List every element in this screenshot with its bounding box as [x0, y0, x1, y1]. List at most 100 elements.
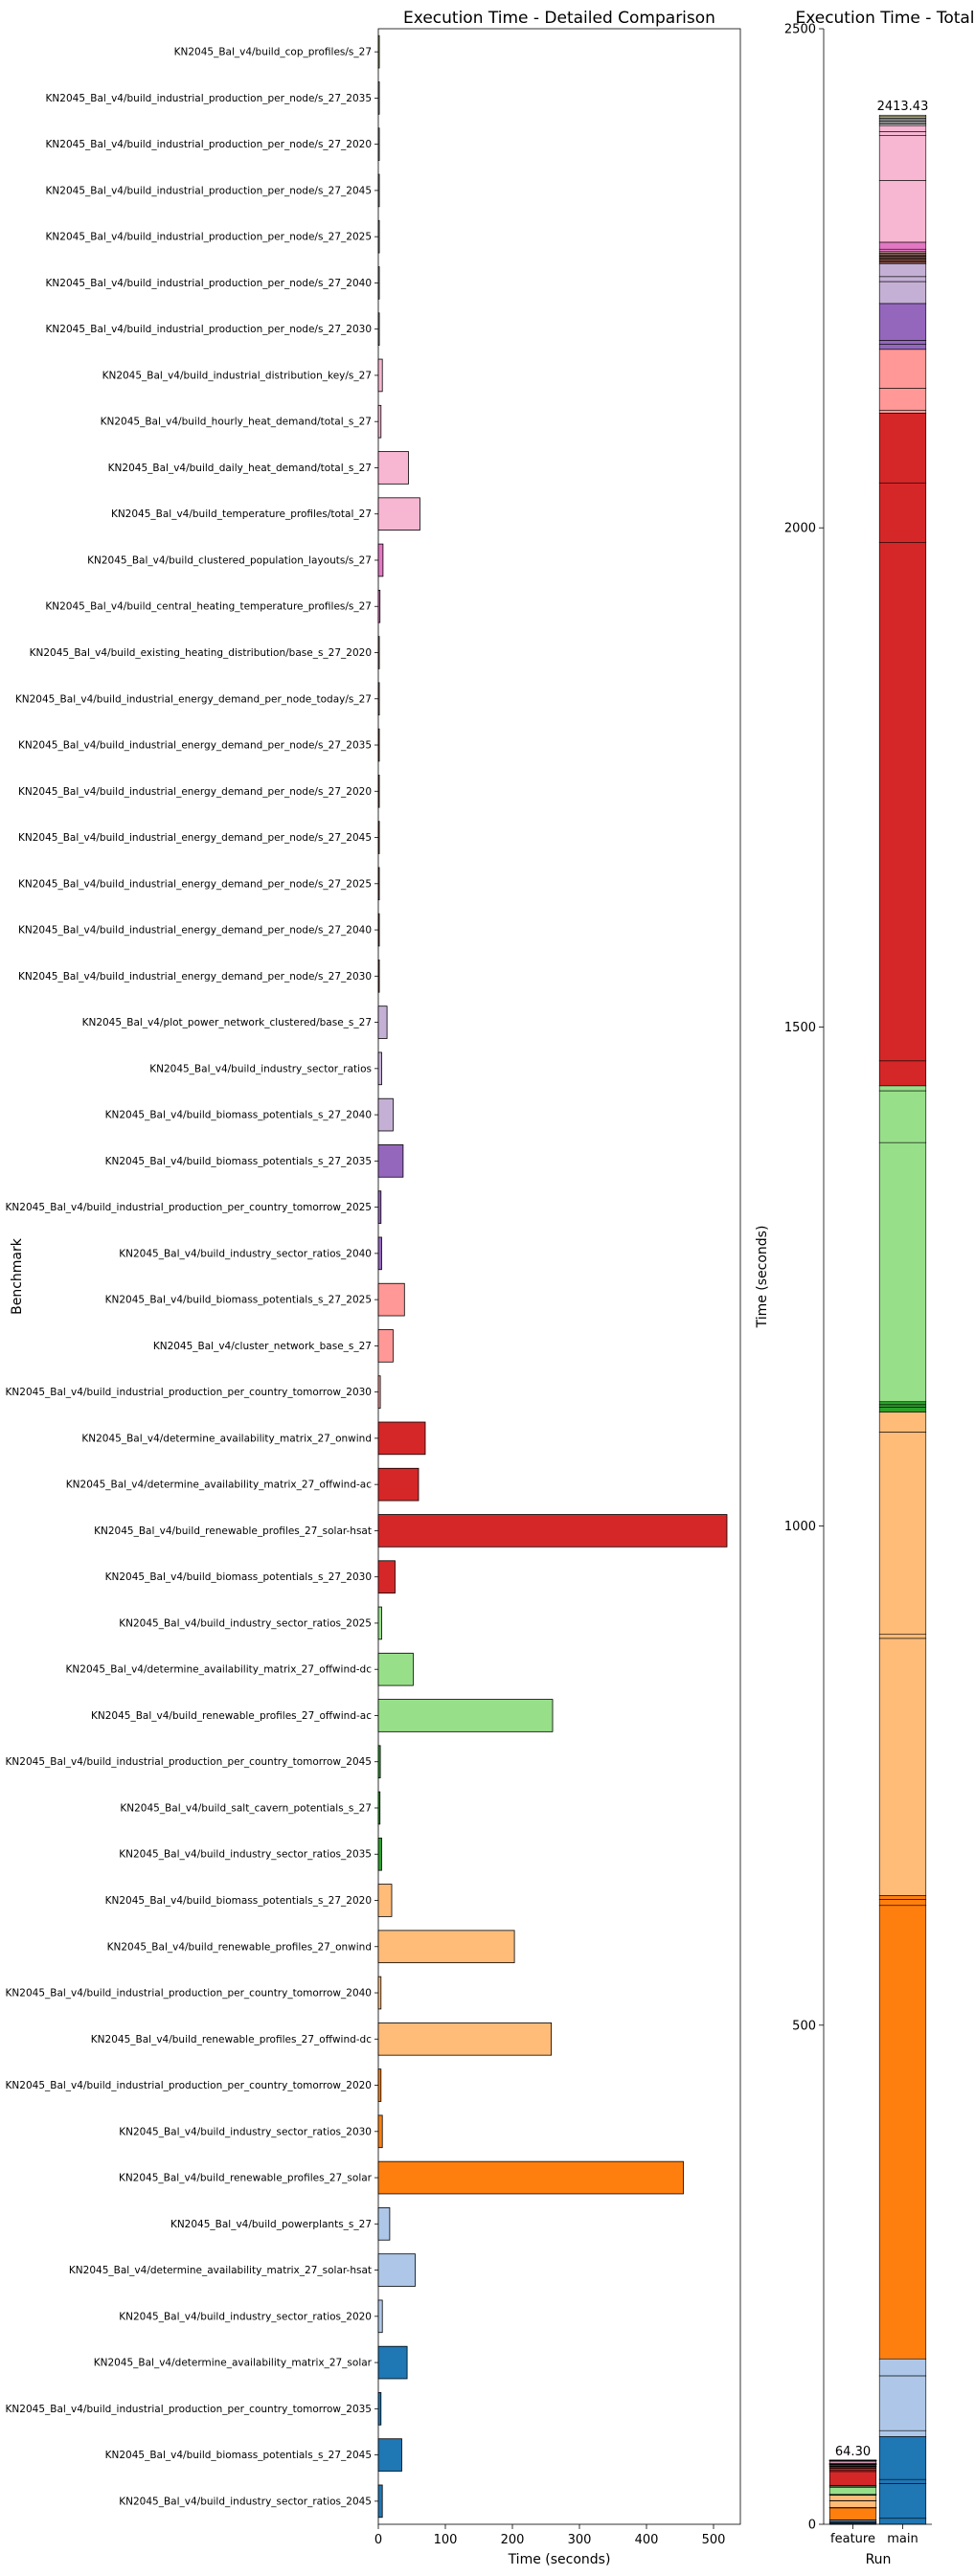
detail-x-label: Time (seconds) — [508, 2552, 611, 2567]
detail-y-tick-label: KN2045_Bal_v4/build_hourly_heat_demand/t… — [101, 417, 372, 428]
total-bar-segment — [878, 1085, 927, 1092]
detail-y-tick-label: KN2045_Bal_v4/build_industry_sector_rati… — [119, 2496, 372, 2507]
detail-bar — [377, 1837, 382, 1871]
total-bar-segment — [878, 135, 927, 181]
total-y-label: Time (seconds) — [755, 1226, 770, 1329]
detail-y-tick-label: KN2045_Bal_v4/build_existing_heating_dis… — [30, 647, 372, 659]
detail-bar — [377, 1051, 382, 1086]
detail-y-tick-label: KN2045_Bal_v4/build_industrial_energy_de… — [18, 878, 372, 890]
detail-y-tick-label: KN2045_Bal_v4/cluster_network_base_s_27 — [153, 1341, 372, 1352]
detail-bar — [377, 2160, 684, 2195]
total-y-tick-label: 500 — [792, 2019, 816, 2033]
detail-y-tick-label: KN2045_Bal_v4/build_biomass_potentials_s… — [105, 2450, 372, 2461]
detail-plot-frame — [377, 28, 741, 2525]
detail-bar — [377, 312, 380, 346]
detail-y-tick-label: KN2045_Bal_v4/build_industrial_productio… — [46, 185, 372, 196]
total-bar-segment — [828, 2495, 877, 2501]
detail-bar — [377, 2207, 391, 2241]
total-bar-segment — [878, 1060, 927, 1087]
total-x-tick-label: feature — [830, 2532, 875, 2546]
detail-y-tick-label: KN2045_Bal_v4/build_clustered_population… — [87, 554, 372, 566]
total-bar-segment — [878, 2358, 927, 2377]
detail-y-tick-label: KN2045_Bal_v4/build_industrial_productio… — [6, 2080, 372, 2091]
detail-x-tick-label: 300 — [568, 2533, 592, 2547]
detail-bar — [377, 219, 380, 254]
detail-y-tick-label: KN2045_Bal_v4/build_industrial_energy_de… — [15, 693, 372, 705]
detail-y-tick-label: KN2045_Bal_v4/build_renewable_profiles_2… — [119, 2173, 373, 2184]
detail-bar — [377, 81, 380, 115]
detail-y-tick-label: KN2045_Bal_v4/build_industrial_productio… — [46, 139, 372, 150]
total-bar-segment — [828, 2487, 877, 2496]
detail-bar — [377, 913, 380, 947]
detail-bar — [377, 1976, 382, 2010]
detail-bar — [377, 1652, 414, 1686]
total-bar-segment — [878, 1634, 927, 1639]
total-bar-segment — [878, 276, 927, 282]
total-bar-segment — [878, 114, 927, 118]
detail-y-tick-label: KN2045_Bal_v4/build_industrial_productio… — [6, 1756, 372, 1768]
detail-bar — [377, 266, 380, 300]
detail-y-tick-label: KN2045_Bal_v4/build_biomass_potentials_s… — [105, 1110, 372, 1121]
detail-x-ticks: 0 100 200 300 400 500 — [374, 2524, 725, 2547]
total-bar-segment — [878, 2478, 927, 2484]
total-y-tick-label: 1500 — [784, 1021, 816, 1035]
total-bar-segment — [828, 2507, 877, 2520]
detail-y-tick-label: KN2045_Bal_v4/build_industrial_productio… — [46, 232, 372, 243]
total-bars: 64.30 2413.43 — [828, 100, 928, 2525]
detail-bar — [377, 2022, 553, 2056]
detail-bar — [377, 2484, 383, 2519]
detail-bar — [377, 1144, 404, 1178]
total-bar-segment — [878, 2518, 927, 2525]
total-bar-segment — [878, 303, 927, 341]
detail-bar — [377, 2068, 382, 2102]
total-bar-segment — [828, 2500, 877, 2508]
detail-y-tick-label: KN2045_Bal_v4/build_industry_sector_rati… — [119, 1248, 372, 1259]
total-bar-segment — [878, 542, 927, 1062]
total-bar-segment — [878, 2483, 927, 2520]
detail-x-tick-label: 100 — [434, 2533, 458, 2547]
detail-y-tick-label: KN2045_Bal_v4/determine_availability_mat… — [94, 2358, 373, 2369]
detail-bar — [377, 589, 381, 623]
detail-y-tick-label: KN2045_Bal_v4/build_industrial_productio… — [6, 1202, 372, 1213]
detail-bar — [377, 1606, 382, 1640]
detail-y-tick-label: KN2045_Bal_v4/determine_availability_mat… — [81, 1433, 372, 1444]
total-y-tick-label: 1000 — [784, 1520, 816, 1534]
detail-y-tick-label: KN2045_Bal_v4/build_industrial_productio… — [6, 2404, 372, 2415]
total-bar-segment — [878, 131, 927, 136]
detail-y-tick-label: KN2045_Bal_v4/build_renewable_profiles_2… — [94, 1525, 372, 1537]
detail-y-tick-label: KN2045_Bal_v4/build_salt_cavern_potentia… — [120, 1802, 372, 1814]
total-bar-segment — [878, 1432, 927, 1636]
detail-bar — [377, 1097, 394, 1132]
detail-y-tick-label: KN2045_Bal_v4/build_industrial_productio… — [46, 278, 372, 289]
detail-y-tick-label: KN2045_Bal_v4/build_cop_profiles/s_27 — [174, 47, 372, 58]
total-bar-segment — [878, 413, 927, 484]
detail-x-tick-label: 0 — [374, 2533, 382, 2547]
detail-bar — [377, 451, 409, 485]
detail-bar — [377, 636, 380, 669]
detail-bar — [377, 1236, 382, 1271]
detail-bar — [377, 1329, 394, 1363]
total-bar-segment — [878, 1412, 927, 1433]
total-bar-segment — [878, 241, 927, 250]
detail-bar — [377, 358, 383, 393]
detail-bar — [377, 867, 380, 901]
total-ticks: 0 500 1000 1500 2000 2500 feature main — [784, 23, 932, 2546]
total-bar-segment — [878, 340, 927, 345]
total-bar-segment — [878, 344, 927, 350]
total-bar-segment — [878, 262, 927, 278]
detail-bar — [377, 1421, 426, 1456]
detail-bar — [377, 1282, 405, 1317]
detail-y-tick-label: KN2045_Bal_v4/build_industry_sector_rati… — [119, 1617, 372, 1629]
detail-y-tick-label: KN2045_Bal_v4/build_industrial_energy_de… — [18, 925, 372, 937]
total-bar-segment — [878, 124, 927, 132]
total-bar-label: 64.30 — [835, 2445, 871, 2459]
detail-y-tick-label: KN2045_Bal_v4/build_industrial_distribut… — [102, 370, 372, 381]
detail-y-tick-label: KN2045_Bal_v4/build_industry_sector_rati… — [119, 2126, 372, 2137]
detail-y-label: Benchmark — [10, 1237, 25, 1315]
detail-y-tick-label: KN2045_Bal_v4/build_industrial_energy_de… — [18, 786, 372, 798]
total-bar-segment — [878, 1407, 927, 1412]
detail-bar — [377, 821, 380, 854]
detail-bar — [377, 1375, 381, 1409]
detail-y-tick-label: KN2045_Bal_v4/build_temperature_profiles… — [111, 508, 372, 520]
detail-bar — [377, 1745, 381, 1779]
